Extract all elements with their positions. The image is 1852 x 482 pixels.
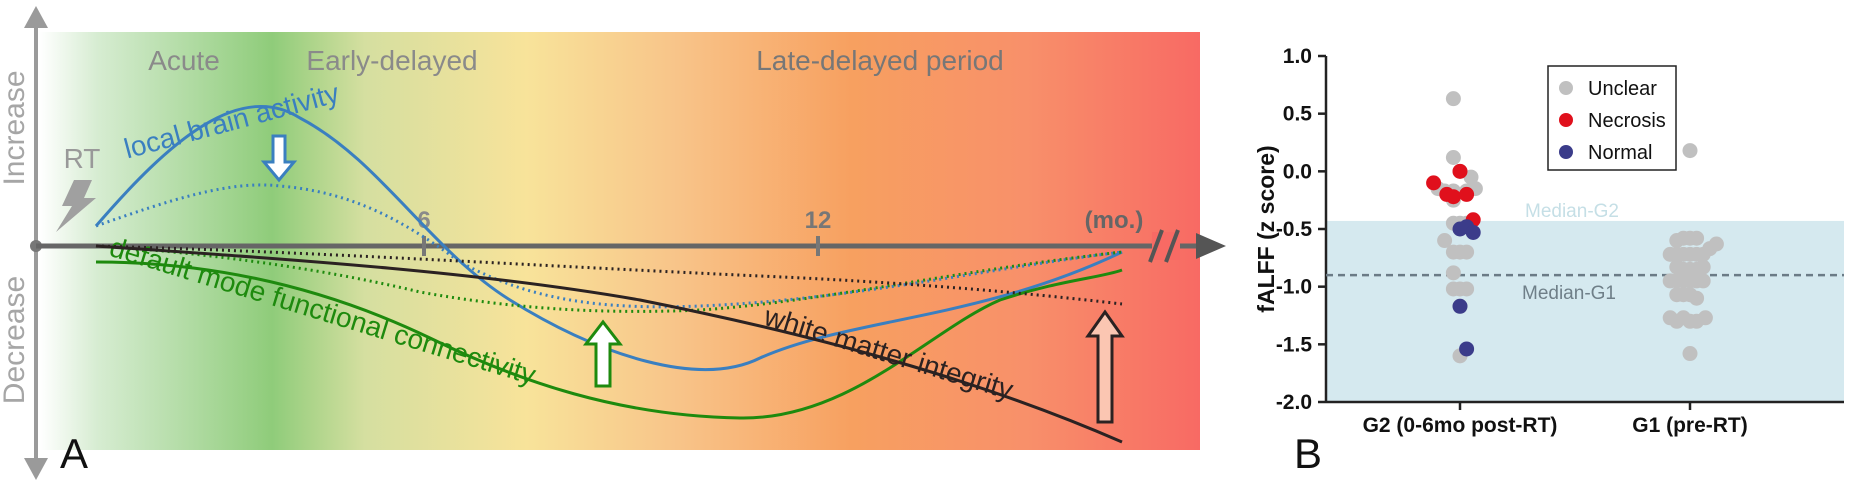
- y-tick-label: -2.0: [1276, 391, 1312, 414]
- panel-a: Increase Decrease 6 12 (mo.) Acute Early…: [0, 6, 1226, 480]
- data-point-unclear: [1463, 169, 1479, 185]
- y-tick-label: -1.5: [1276, 333, 1313, 356]
- default-mode-curve: [95, 260, 1123, 420]
- data-point-unclear: [1437, 233, 1453, 249]
- data-point-unclear: [1695, 273, 1711, 289]
- x-category-label-g1: G1 (pre-RT): [1632, 414, 1748, 437]
- data-point-unclear: [1695, 259, 1711, 275]
- axis-decrease-label: Decrease: [0, 276, 31, 404]
- data-point-unclear: [1459, 281, 1475, 297]
- axis-break-icon: [1148, 229, 1180, 263]
- panel-b: 1.0 0.5 0.0 -0.5 -1.0 -1.5 -2.0 Median-G2 Medi…: [1253, 45, 1844, 477]
- up-arrow-icon: [582, 319, 624, 388]
- data-point-necrosis: [1452, 163, 1468, 179]
- data-point-unclear: [1459, 244, 1475, 260]
- lightning-icon: [56, 180, 96, 232]
- data-point-normal: [1459, 341, 1475, 357]
- tick-12-label: 12: [805, 207, 832, 234]
- data-point-necrosis: [1426, 175, 1442, 191]
- legend-label-necrosis: Necrosis: [1588, 110, 1666, 132]
- vertical-axis-bottom-arrow-icon: [24, 458, 48, 480]
- legend-marker-unclear: [1559, 81, 1573, 95]
- white-matter-dotted-curve: [95, 244, 1123, 306]
- white-matter-curve: [95, 244, 1123, 444]
- data-point-unclear: [1702, 241, 1718, 257]
- data-point-unclear: [1689, 230, 1705, 246]
- below-median-band: [1326, 220, 1844, 402]
- y-tick-label: -1.0: [1276, 276, 1312, 299]
- down-arrow-icon: [260, 134, 298, 183]
- legend-marker-necrosis: [1559, 113, 1573, 127]
- rt-label: RT: [64, 143, 101, 174]
- period-acute-label: Acute: [148, 45, 220, 76]
- data-point-unclear: [1689, 290, 1705, 306]
- vertical-axis-top-arrow-icon: [24, 6, 48, 28]
- data-point-necrosis: [1445, 189, 1461, 205]
- legend-marker-normal: [1559, 145, 1573, 159]
- axis-increase-label: Increase: [0, 70, 31, 185]
- timeline-gradient-background: [40, 32, 1200, 450]
- data-point-necrosis: [1459, 186, 1475, 202]
- period-early-delayed-label: Early-delayed: [306, 45, 477, 76]
- panel-b-letter: B: [1294, 430, 1322, 477]
- x-category-label-g2: G2 (0-6mo post-RT): [1363, 414, 1558, 437]
- y-tick-label: 0.0: [1283, 160, 1312, 183]
- data-point-unclear: [1445, 265, 1461, 281]
- data-point-normal: [1465, 224, 1481, 240]
- period-late-delayed-label: Late-delayed period: [756, 45, 1004, 76]
- median-g2-label: Median-G2: [1525, 201, 1619, 222]
- data-points: [1426, 91, 1724, 364]
- y-axis-ticks: 1.0 0.5 0.0 -0.5 -1.0 -1.5 -2.0: [1276, 45, 1692, 414]
- legend: Unclear Necrosis Normal: [1547, 65, 1677, 171]
- data-point-normal: [1452, 298, 1468, 314]
- panel-a-letter: A: [60, 430, 88, 477]
- y-tick-label: 0.5: [1283, 103, 1313, 126]
- y-tick-label: 1.0: [1283, 45, 1312, 68]
- data-point-unclear: [1445, 91, 1461, 107]
- data-point-unclear: [1697, 310, 1713, 326]
- y-axis-label: fALFF (z score): [1253, 145, 1279, 312]
- y-tick-label: -0.5: [1276, 218, 1313, 241]
- legend-label-normal: Normal: [1588, 142, 1652, 164]
- time-axis-arrow-icon: [1196, 233, 1226, 259]
- white-matter-up-arrow-icon: [1085, 309, 1125, 424]
- data-point-unclear: [1445, 149, 1461, 165]
- legend-label-unclear: Unclear: [1588, 78, 1657, 100]
- unit-label: (mo.): [1085, 207, 1144, 234]
- data-point-unclear: [1682, 143, 1698, 159]
- data-point-unclear: [1682, 346, 1698, 362]
- median-g1-label: Median-G1: [1522, 283, 1616, 304]
